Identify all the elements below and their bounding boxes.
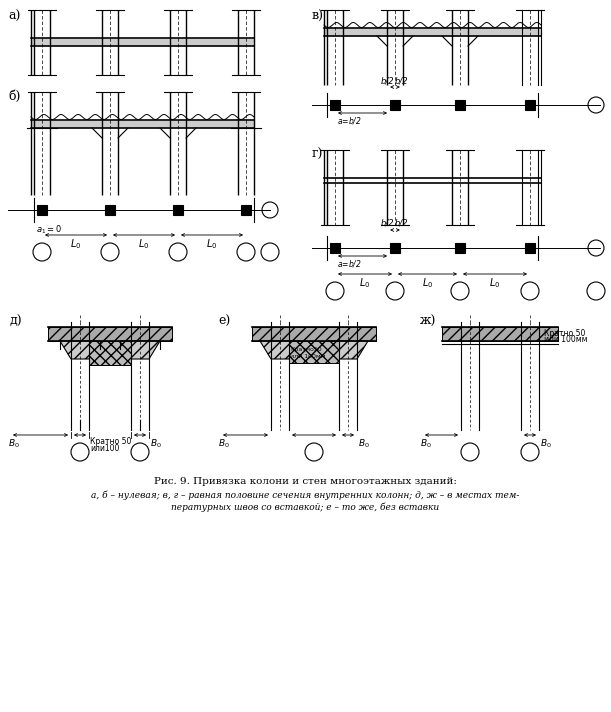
Circle shape <box>33 243 51 261</box>
Text: или 100мм: или 100мм <box>544 335 588 345</box>
Polygon shape <box>60 341 100 359</box>
Text: $L_0$: $L_0$ <box>489 276 500 290</box>
Text: Кратно 50: Кратно 50 <box>544 328 585 337</box>
Text: $L_0$: $L_0$ <box>422 276 433 290</box>
Bar <box>289 341 339 363</box>
Text: а, б – нулевая; в, г – равная половине сечения внутренних колонн; д, ж – в места: а, б – нулевая; в, г – равная половине с… <box>91 491 519 501</box>
Circle shape <box>237 243 255 261</box>
Text: $B_0$: $B_0$ <box>540 437 552 449</box>
Text: b/2: b/2 <box>381 76 395 85</box>
Circle shape <box>326 282 344 300</box>
Text: д): д) <box>10 315 23 328</box>
Bar <box>105 205 115 215</box>
Bar <box>37 205 47 215</box>
Polygon shape <box>260 341 300 359</box>
Text: $B_0$: $B_0$ <box>150 437 162 449</box>
Text: $B_0$: $B_0$ <box>8 437 20 449</box>
Text: е): е) <box>218 315 230 328</box>
Bar <box>330 100 340 110</box>
Bar <box>455 243 465 253</box>
Circle shape <box>305 443 323 461</box>
Circle shape <box>261 243 279 261</box>
Bar <box>525 100 535 110</box>
Bar <box>241 205 251 215</box>
Circle shape <box>71 443 89 461</box>
Text: $a$=b/2: $a$=b/2 <box>337 258 362 269</box>
Text: г): г) <box>312 148 323 161</box>
Text: $a_1=0$: $a_1=0$ <box>36 224 62 236</box>
Bar <box>252 327 376 341</box>
Text: b/2: b/2 <box>381 219 395 228</box>
Text: в): в) <box>312 10 324 23</box>
Text: $B_0$: $B_0$ <box>420 437 432 449</box>
Text: Рис. 9. Привязка колони и стен многоэтажных зданий:: Рис. 9. Привязка колони и стен многоэтаж… <box>153 477 456 486</box>
Text: Кратно 50: Кратно 50 <box>90 437 131 446</box>
Text: $L_0$: $L_0$ <box>138 237 150 251</box>
Circle shape <box>521 443 539 461</box>
Circle shape <box>131 443 149 461</box>
Text: $L_0$: $L_0$ <box>70 237 82 251</box>
Bar <box>442 327 558 341</box>
Text: Кратно50: Кратно50 <box>290 347 321 352</box>
Circle shape <box>521 282 539 300</box>
Circle shape <box>101 243 119 261</box>
Bar <box>390 243 400 253</box>
Polygon shape <box>120 341 160 359</box>
Bar <box>455 100 465 110</box>
Text: а): а) <box>8 10 20 23</box>
Text: $a$=b/2: $a$=b/2 <box>337 115 362 126</box>
Circle shape <box>169 243 187 261</box>
Text: или100: или100 <box>90 444 119 453</box>
Text: $B_0$: $B_0$ <box>218 437 230 449</box>
Polygon shape <box>328 341 368 359</box>
Bar <box>390 100 400 110</box>
Text: пературных швов со вставкой; е – то же, без вставки: пературных швов со вставкой; е – то же, … <box>171 503 439 513</box>
Text: $L_0$: $L_0$ <box>207 237 218 251</box>
Circle shape <box>451 282 469 300</box>
Bar <box>173 205 183 215</box>
Circle shape <box>587 282 605 300</box>
Circle shape <box>386 282 404 300</box>
Text: $L_0$: $L_0$ <box>359 276 371 290</box>
Text: ж): ж) <box>420 315 436 328</box>
Bar <box>48 327 172 341</box>
Circle shape <box>262 202 278 218</box>
Circle shape <box>588 97 604 113</box>
Bar <box>89 341 131 365</box>
Bar <box>525 243 535 253</box>
Bar <box>330 243 340 253</box>
Text: б): б) <box>8 90 20 103</box>
Circle shape <box>588 240 604 256</box>
Text: b/2: b/2 <box>395 219 409 228</box>
Circle shape <box>461 443 479 461</box>
Text: или 100мм: или 100мм <box>290 353 326 359</box>
Text: $B_0$: $B_0$ <box>358 437 370 449</box>
Text: b/2: b/2 <box>395 76 409 85</box>
